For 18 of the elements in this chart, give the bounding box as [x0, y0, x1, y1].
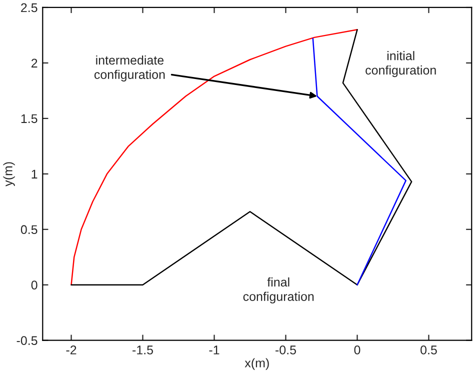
x-tick-label: -2: [66, 346, 76, 354]
x-tick-label: 0.5: [420, 346, 437, 354]
y-tick-label: -0.5: [16, 336, 38, 345]
y-tick-label: 2: [31, 58, 38, 68]
y-tick-label: 1.5: [21, 114, 38, 124]
annotation: initial configuration: [366, 51, 436, 78]
y-tick-label: 2.5: [21, 3, 38, 12]
x-tick-label: -1: [209, 346, 220, 354]
x-tick-label: 0: [354, 346, 360, 354]
y-tick-label: 1: [32, 170, 38, 178]
x-tick-label: -0.5: [276, 346, 296, 354]
x-tick-label: -1.5: [132, 346, 153, 354]
x-axis-title: x(m): [244, 358, 269, 370]
y-axis-title: y(m): [3, 162, 15, 186]
annotation: final configuration: [243, 277, 314, 304]
y-tick-label: 0: [31, 280, 38, 290]
y-tick-label: 0.5: [20, 225, 38, 234]
annotation: intermediate configuration: [94, 55, 165, 82]
